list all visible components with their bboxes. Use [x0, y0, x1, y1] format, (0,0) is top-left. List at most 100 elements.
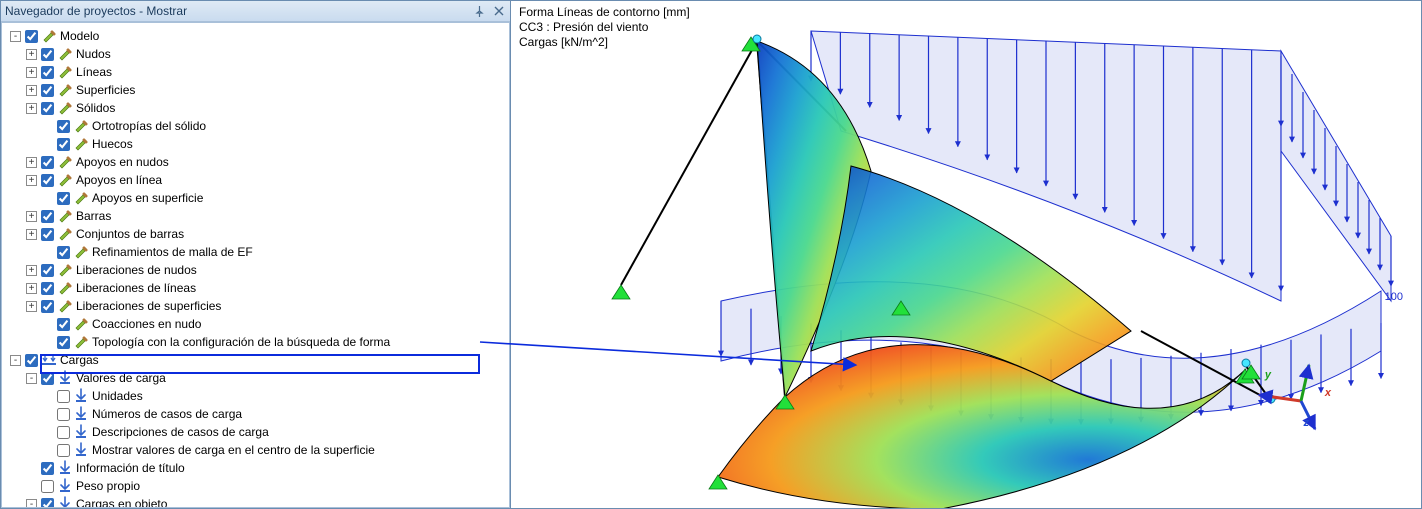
tree-row[interactable]: +Apoyos en nudos	[4, 153, 509, 171]
tree-checkbox[interactable]	[41, 372, 54, 385]
tree-label: Cargas	[60, 353, 99, 367]
tree-checkbox[interactable]	[41, 264, 54, 277]
tree-checkbox[interactable]	[41, 48, 54, 61]
collapse-icon[interactable]: -	[10, 31, 21, 42]
tree-label: Valores de carga	[76, 371, 166, 385]
expand-icon[interactable]: +	[26, 283, 37, 294]
tree-label: Apoyos en línea	[76, 173, 162, 187]
tree-checkbox[interactable]	[57, 138, 70, 151]
tree-label: Cargas en objeto	[76, 497, 167, 508]
paint-icon	[57, 82, 73, 98]
tree-checkbox[interactable]	[41, 282, 54, 295]
tree-row[interactable]: + Apoyos en línea	[4, 171, 509, 189]
tree-row[interactable]: Números de casos de carga	[4, 405, 509, 423]
tree-row[interactable]: Descripciones de casos de carga	[4, 423, 509, 441]
tree-row[interactable]: +Liberaciones de superficies	[4, 297, 509, 315]
tree-checkbox[interactable]	[41, 300, 54, 313]
tree-checkbox[interactable]	[41, 210, 54, 223]
tree-row[interactable]: + Liberaciones de líneas	[4, 279, 509, 297]
tree-row[interactable]: Apoyos en superficie	[4, 189, 509, 207]
tree-row[interactable]: Ortotropías del sólido	[4, 117, 509, 135]
paint-icon	[57, 226, 73, 242]
tree-label: Líneas	[76, 65, 112, 79]
tree-checkbox[interactable]	[41, 462, 54, 475]
tree-checkbox[interactable]	[41, 84, 54, 97]
paint-icon	[57, 280, 73, 296]
expand-icon[interactable]: +	[26, 49, 37, 60]
tree-row[interactable]: +Conjuntos de barras	[4, 225, 509, 243]
tree-row[interactable]: + Líneas	[4, 63, 509, 81]
tree-checkbox[interactable]	[57, 336, 70, 349]
expand-icon[interactable]: +	[26, 85, 37, 96]
tree-row[interactable]: Peso propio	[4, 477, 509, 495]
tree-row[interactable]: +Sólidos	[4, 99, 509, 117]
tree-checkbox[interactable]	[41, 228, 54, 241]
tree-checkbox[interactable]	[41, 102, 54, 115]
tree-label: Barras	[76, 209, 111, 223]
tree-row[interactable]: Unidades	[4, 387, 509, 405]
viewport-3d[interactable]: Forma Líneas de contorno [mm] CC3 : Pres…	[511, 1, 1421, 508]
expand-icon[interactable]: +	[26, 175, 37, 186]
tree-checkbox[interactable]	[41, 156, 54, 169]
tree-checkbox[interactable]	[25, 30, 38, 43]
tree-row[interactable]: - Cargas	[4, 351, 509, 369]
collapse-icon[interactable]: -	[10, 355, 21, 366]
tree-checkbox[interactable]	[41, 498, 54, 509]
tree-checkbox[interactable]	[57, 444, 70, 457]
tree-row[interactable]: Coacciones en nudo	[4, 315, 509, 333]
expander-placeholder	[42, 247, 53, 258]
tree-checkbox[interactable]	[41, 66, 54, 79]
tree-label: Liberaciones de líneas	[76, 281, 196, 295]
tree-row[interactable]: + Barras	[4, 207, 509, 225]
tree-label: Refinamientos de malla de EF	[92, 245, 253, 259]
tree-checkbox[interactable]	[57, 120, 70, 133]
expander-placeholder	[26, 463, 37, 474]
tree-checkbox[interactable]	[57, 426, 70, 439]
tree-row[interactable]: Información de título	[4, 459, 509, 477]
tree-row[interactable]: +Liberaciones de nudos	[4, 261, 509, 279]
tree-row[interactable]: Huecos	[4, 135, 509, 153]
tree-row[interactable]: Refinamientos de malla de EF	[4, 243, 509, 261]
tree-checkbox[interactable]	[57, 246, 70, 259]
tree-row[interactable]: +Nudos	[4, 45, 509, 63]
tree-row[interactable]: - Modelo	[4, 27, 509, 45]
expand-icon[interactable]: +	[26, 301, 37, 312]
collapse-icon[interactable]: -	[26, 373, 37, 384]
expand-icon[interactable]: +	[26, 229, 37, 240]
paint-icon	[57, 100, 73, 116]
expander-placeholder	[26, 481, 37, 492]
tree-label: Superficies	[76, 83, 135, 97]
tree-checkbox[interactable]	[25, 354, 38, 367]
tree-label: Ortotropías del sólido	[92, 119, 206, 133]
paint-icon	[57, 208, 73, 224]
tree-row[interactable]: Topología con la configuración de la bús…	[4, 333, 509, 351]
tree-row[interactable]: - Valores de carga	[4, 369, 509, 387]
expander-placeholder	[42, 337, 53, 348]
tree-checkbox[interactable]	[57, 408, 70, 421]
tree-row[interactable]: + Superficies	[4, 81, 509, 99]
collapse-icon[interactable]: -	[26, 499, 37, 509]
tree-checkbox[interactable]	[41, 174, 54, 187]
paint-icon	[73, 244, 89, 260]
paint-icon	[73, 136, 89, 152]
tree-row[interactable]: - Cargas en objeto	[4, 495, 509, 508]
tree-view[interactable]: -Modelo+Nudos+Líneas+Superficies+Sólidos…	[1, 22, 510, 508]
tree-label: Mostrar valores de carga en el centro de…	[92, 443, 375, 457]
tree-checkbox[interactable]	[57, 192, 70, 205]
paint-icon	[73, 316, 89, 332]
expand-icon[interactable]: +	[26, 103, 37, 114]
close-icon[interactable]	[492, 4, 506, 18]
pin-icon[interactable]	[472, 4, 486, 18]
tree-label: Modelo	[60, 29, 99, 43]
expand-icon[interactable]: +	[26, 157, 37, 168]
expander-placeholder	[42, 319, 53, 330]
tree-checkbox[interactable]	[57, 390, 70, 403]
load-icon	[57, 478, 73, 494]
expand-icon[interactable]: +	[26, 211, 37, 222]
tree-checkbox[interactable]	[41, 480, 54, 493]
tree-checkbox[interactable]	[57, 318, 70, 331]
expand-icon[interactable]: +	[26, 67, 37, 78]
tree-row[interactable]: Mostrar valores de carga en el centro de…	[4, 441, 509, 459]
load-icon	[57, 460, 73, 476]
expand-icon[interactable]: +	[26, 265, 37, 276]
